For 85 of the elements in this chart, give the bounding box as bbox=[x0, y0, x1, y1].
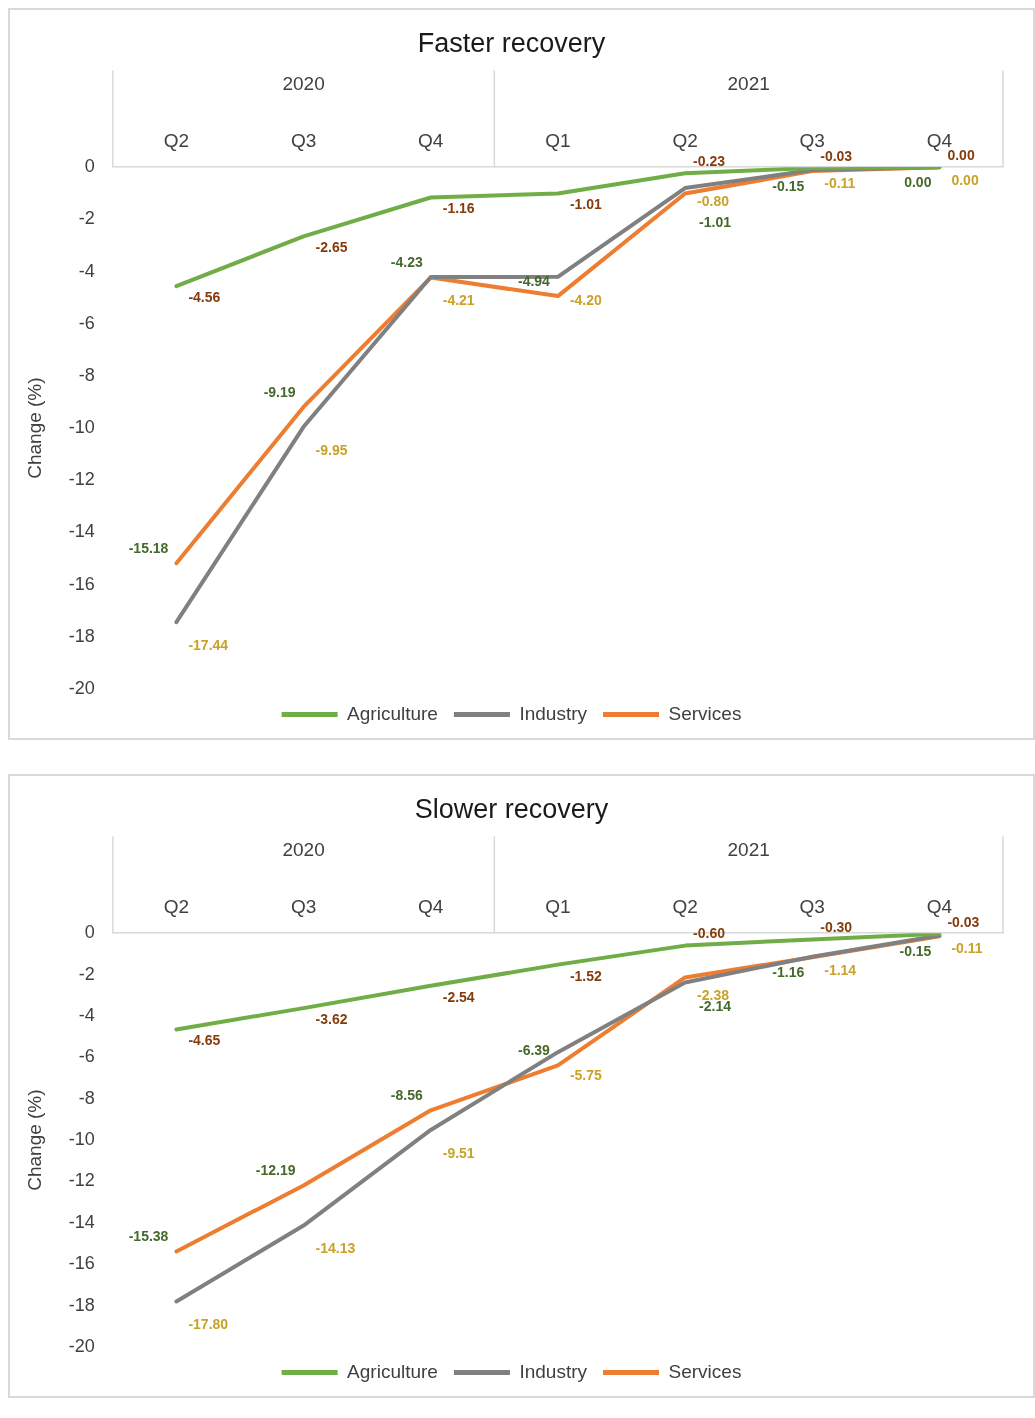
data-label: -12.19 bbox=[255, 1162, 296, 1179]
y-tick-label: -2 bbox=[78, 963, 95, 984]
text: 2020 bbox=[282, 838, 325, 860]
y-tick-label: -16 bbox=[68, 573, 95, 594]
x-tick-label: Q3 bbox=[290, 130, 317, 152]
y-tick-label: -12 bbox=[68, 469, 95, 490]
y-tick-label: -2 bbox=[78, 208, 95, 229]
y-tick-label: -4 bbox=[78, 1004, 95, 1025]
data-label: -0.30 bbox=[820, 919, 853, 936]
y-tick-label: -8 bbox=[78, 1087, 95, 1108]
chart-title: Slower recovery bbox=[414, 793, 609, 824]
data-label: -0.80 bbox=[697, 192, 730, 209]
data-label: -4.21 bbox=[442, 291, 475, 308]
legend-label: Services bbox=[668, 702, 742, 724]
data-label: -8.56 bbox=[390, 1087, 423, 1104]
data-label: -15.38 bbox=[128, 1228, 169, 1245]
text: 2021 bbox=[727, 72, 770, 94]
y-tick-label: -20 bbox=[68, 677, 95, 698]
x-tick-label: Q2 bbox=[672, 896, 698, 918]
y-tick-label: -6 bbox=[78, 312, 95, 333]
data-label: -2.54 bbox=[442, 988, 475, 1005]
data-label: -0.23 bbox=[693, 153, 726, 170]
data-label: -1.01 bbox=[699, 214, 732, 231]
data-label: -0.15 bbox=[772, 177, 805, 194]
data-label: -5.75 bbox=[569, 1067, 603, 1084]
x-tick-label: Q4 bbox=[418, 896, 444, 918]
y-tick-label: 0 bbox=[84, 922, 95, 943]
data-label: -0.11 bbox=[951, 940, 983, 957]
legend-label: Industry bbox=[519, 702, 588, 724]
data-label: -4.65 bbox=[188, 1032, 221, 1049]
y-tick-label: -16 bbox=[68, 1253, 95, 1274]
data-label: 0.00 bbox=[904, 174, 932, 191]
legend-label: Industry bbox=[519, 1360, 588, 1382]
y-tick-label: -10 bbox=[68, 1129, 95, 1150]
x-tick-label: Q1 bbox=[545, 130, 571, 152]
data-label: 0.00 bbox=[947, 147, 975, 164]
data-label: -0.11 bbox=[824, 174, 856, 191]
chart-title: Faster recovery bbox=[417, 27, 606, 58]
data-label: -1.01 bbox=[569, 196, 603, 213]
data-label: -1.16 bbox=[772, 964, 805, 981]
x-tick-label: Q4 bbox=[418, 130, 444, 152]
y-axis-title: Change (%) bbox=[23, 1089, 45, 1191]
data-label: -1.52 bbox=[569, 967, 603, 984]
data-label: -15.18 bbox=[128, 540, 169, 557]
data-label: -1.16 bbox=[442, 200, 475, 217]
data-label: -4.20 bbox=[569, 291, 603, 308]
y-tick-label: -12 bbox=[68, 1170, 95, 1191]
legend-label: Agriculture bbox=[347, 1360, 438, 1382]
x-tick-label: Q3 bbox=[799, 896, 825, 918]
data-label: -9.95 bbox=[315, 441, 348, 458]
y-tick-label: -4 bbox=[78, 260, 95, 281]
data-label: -4.56 bbox=[188, 289, 221, 306]
data-label: 0.00 bbox=[951, 172, 979, 189]
legend-label: Services bbox=[668, 1360, 742, 1382]
x-tick-label: Q3 bbox=[290, 896, 317, 918]
y-tick-label: -10 bbox=[68, 417, 95, 438]
data-label: -17.44 bbox=[188, 637, 229, 654]
y-tick-label: 0 bbox=[84, 156, 95, 177]
text: 2020 bbox=[282, 72, 325, 94]
y-tick-label: -6 bbox=[78, 1046, 95, 1067]
y-tick-label: -8 bbox=[78, 364, 95, 385]
text: 2021 bbox=[727, 838, 770, 860]
data-label: -9.51 bbox=[442, 1144, 475, 1161]
y-axis-title: Change (%) bbox=[23, 377, 45, 479]
x-tick-label: Q2 bbox=[163, 896, 190, 918]
data-label: -2.65 bbox=[315, 239, 348, 256]
y-tick-label: -18 bbox=[68, 625, 95, 646]
y-tick-label: -14 bbox=[68, 1211, 95, 1232]
legend-label: Agriculture bbox=[347, 702, 438, 724]
data-label: -4.23 bbox=[390, 254, 423, 271]
data-label: -17.80 bbox=[188, 1316, 229, 1333]
data-label: -9.19 bbox=[263, 383, 296, 400]
x-tick-label: Q1 bbox=[545, 896, 571, 918]
y-tick-label: -18 bbox=[68, 1294, 95, 1315]
data-label: -0.60 bbox=[693, 925, 726, 942]
data-label: -1.14 bbox=[824, 961, 857, 978]
x-tick-label: Q2 bbox=[163, 130, 190, 152]
y-tick-label: -20 bbox=[68, 1335, 95, 1356]
data-label: -14.13 bbox=[315, 1240, 356, 1257]
data-label: -4.94 bbox=[517, 272, 551, 289]
x-tick-label: Q2 bbox=[672, 130, 698, 152]
data-label: -3.62 bbox=[315, 1010, 348, 1027]
data-label: -6.39 bbox=[517, 1042, 551, 1059]
y-tick-label: -14 bbox=[68, 521, 95, 542]
data-label: -0.15 bbox=[899, 943, 932, 960]
